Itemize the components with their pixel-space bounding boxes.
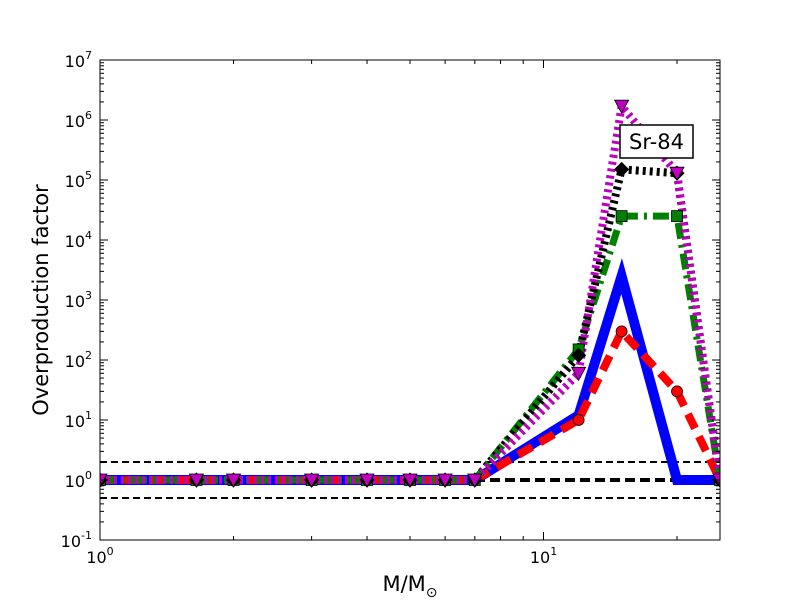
series-2-point-9	[615, 210, 628, 223]
series-4-point-2	[225, 473, 242, 488]
series-4-point-1	[188, 473, 205, 488]
series-4-point-3	[303, 473, 320, 488]
y-tick-label-0: 10-1	[61, 529, 92, 551]
y-tick-label-2: 101	[65, 409, 92, 431]
y-tick-label-3: 102	[65, 349, 92, 371]
y-tick-label-1: 100	[65, 469, 92, 491]
y-tick-label-5: 104	[65, 229, 92, 251]
series-4-point-5	[402, 473, 418, 488]
annotation-label: Sr-84	[629, 130, 684, 154]
series-1-point-8	[572, 414, 585, 426]
series-3-point-8	[571, 347, 587, 363]
x-axis-title-sub: ⊙	[426, 585, 438, 600]
series-4-point-6	[437, 473, 453, 488]
annotation-frame	[619, 124, 694, 159]
x-axis-title: M/M⊙	[382, 572, 437, 600]
x-tick-label-0: 100	[86, 545, 113, 567]
y-tick-label-8: 107	[65, 49, 92, 71]
series-4-point-10	[669, 166, 685, 182]
y-tick-label-4: 103	[65, 289, 92, 311]
series-4-point-8	[570, 366, 587, 382]
series-4-point-7	[467, 473, 483, 488]
series-4-point-9	[613, 99, 630, 115]
series-3-point-9	[614, 161, 630, 178]
series-4-point-4	[359, 473, 375, 488]
series-1-point-10	[671, 385, 683, 398]
x-axis-title-main: M/M	[382, 572, 425, 596]
y-axis-title: Overproduction factor	[29, 184, 53, 416]
y-tick-label-7: 106	[65, 109, 92, 131]
annotation-box: Sr-84	[619, 124, 694, 159]
y-tick-label-6: 105	[65, 169, 92, 191]
series-2-point-10	[671, 210, 683, 223]
series-1-point-9	[615, 325, 628, 338]
x-tick-label-1: 101	[530, 545, 557, 567]
series-layer	[100, 96, 720, 488]
